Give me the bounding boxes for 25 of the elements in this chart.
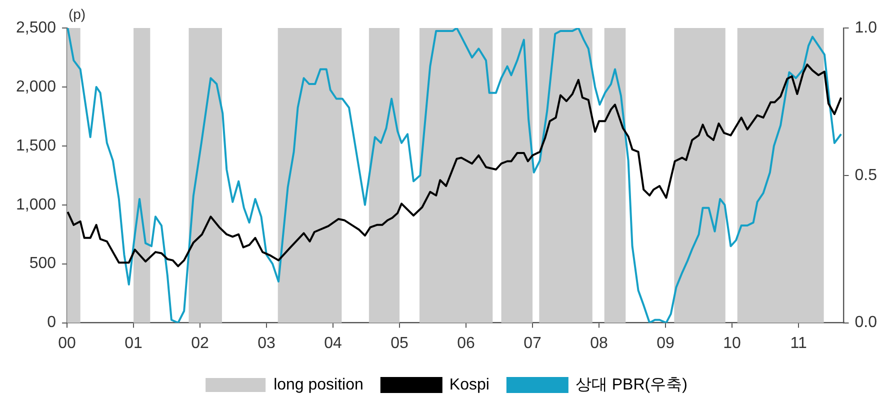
x-tick-label: 09 — [656, 334, 675, 352]
x-tick-label: 07 — [524, 334, 542, 352]
legend-label: 상대 PBR(우축) — [575, 376, 688, 394]
legend-label: long position — [274, 376, 364, 394]
x-tick-label: 02 — [191, 334, 210, 352]
x-tick-label: 01 — [124, 334, 143, 352]
x-tick-label: 11 — [790, 334, 807, 352]
y-axis-title: (p) — [68, 6, 86, 22]
y-tick-label: 500 — [29, 255, 56, 272]
y-tick-label: 2,500 — [16, 19, 56, 36]
y2-tick-label: 0.0 — [854, 314, 878, 332]
y2-tick-label: 0.5 — [854, 166, 878, 184]
x-tick-label: 03 — [258, 334, 276, 352]
y-tick-label: 1,500 — [16, 137, 56, 154]
legend-label: Kospi — [449, 376, 490, 394]
x-tick-label: 08 — [590, 334, 608, 352]
x-tick-label: 05 — [390, 334, 409, 352]
y-tick-label: 1,000 — [16, 196, 56, 214]
x-tick-label: 10 — [723, 334, 742, 352]
x-tick-label: 06 — [457, 334, 476, 352]
y-tick-label: 0 — [47, 314, 56, 332]
y2-tick-label: 1.0 — [854, 19, 878, 36]
x-tick-label: 00 — [58, 334, 76, 352]
y-tick-label: 2,000 — [16, 78, 56, 96]
x-tick-label: 04 — [324, 334, 342, 352]
